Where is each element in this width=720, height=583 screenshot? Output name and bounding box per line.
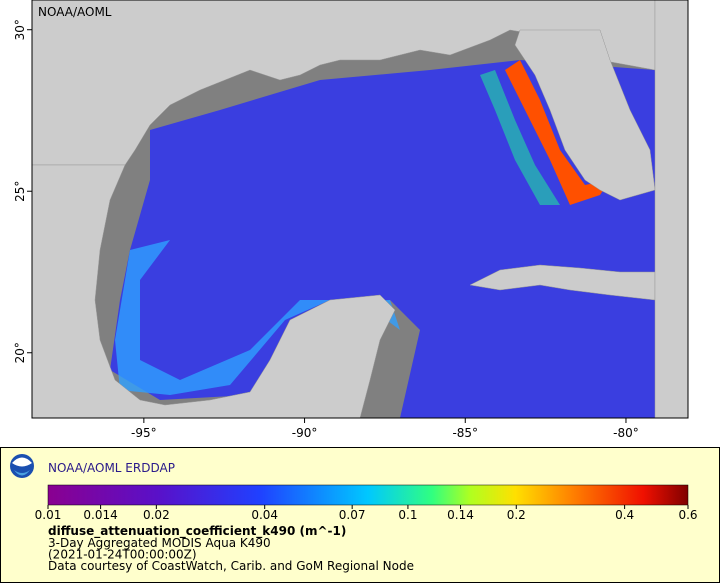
legend-line: 3-Day Aggregated MODIS Aqua K490 xyxy=(48,536,271,550)
legend-line: Data courtesy of CoastWatch, Carib. and … xyxy=(48,559,414,573)
map-area: NOAA/AOML xyxy=(31,0,689,419)
x-tick-label: -95° xyxy=(131,426,157,440)
x-tick-label: -80° xyxy=(613,426,639,440)
land-east xyxy=(654,0,689,419)
colorbar-tick-label: 0.01 xyxy=(35,508,62,522)
colorbar-tick-label: 0.02 xyxy=(143,508,170,522)
x-tick-label: -85° xyxy=(452,426,478,440)
colorbar-tick-label: 0.14 xyxy=(447,508,474,522)
x-tick-label: -90° xyxy=(292,426,318,440)
map-border xyxy=(31,0,689,419)
colorbar-tick-label: 0.6 xyxy=(678,508,697,522)
land-mexico xyxy=(31,164,396,419)
colorbar-tick-label: 0.04 xyxy=(251,508,278,522)
variable-name: diffuse_attenuation_coefficient_k490 (m^… xyxy=(48,524,346,539)
coastal-band xyxy=(115,240,400,395)
colorbar-tick-label: 0.2 xyxy=(507,508,526,522)
florida-shelf-halo xyxy=(480,70,560,205)
land-florida xyxy=(514,29,656,201)
noaa-logo xyxy=(10,454,34,478)
legend-line: (2021-01-24T00:00:00Z) xyxy=(48,548,197,562)
colorbar xyxy=(47,484,689,506)
colorbar-tick-label: 0.1 xyxy=(398,508,417,522)
legend-panel xyxy=(0,447,720,583)
florida-shelf-color xyxy=(505,60,610,205)
colorbar-tick-label: 0.014 xyxy=(83,508,117,522)
y-tick-label: 20° xyxy=(13,342,27,363)
y-tick-label: 30° xyxy=(13,19,27,40)
colorbar-tick-label: 0.4 xyxy=(615,508,634,522)
y-tick-label: 25° xyxy=(13,181,27,202)
legend-title: NOAA/AOML ERDDAP xyxy=(48,461,175,475)
map-title: NOAA/AOML xyxy=(38,5,112,19)
colorbar-tick-label: 0.07 xyxy=(339,508,366,522)
